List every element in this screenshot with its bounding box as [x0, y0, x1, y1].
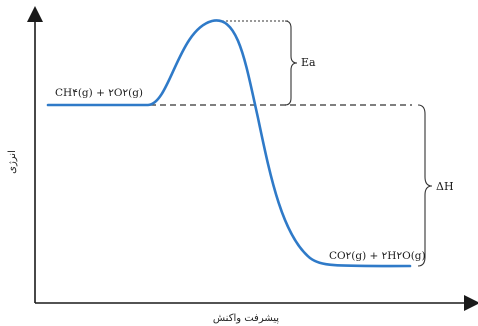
- enthalpy-change-bracket: [417, 104, 433, 267]
- y-axis-label: انرژی: [7, 150, 18, 174]
- activation-energy-bracket: [284, 20, 298, 106]
- energy-curve: [46, 19, 412, 268]
- reactants-label: CH۴(g) + ۲O۲(g): [55, 87, 143, 99]
- enthalpy-change-label: ΔH: [436, 180, 454, 193]
- products-label: CO۲(g) + ۲H۲O(g): [329, 250, 426, 262]
- activation-energy-label: Ea: [301, 56, 316, 69]
- x-axis-label: پیشرفت واکنش: [213, 313, 279, 324]
